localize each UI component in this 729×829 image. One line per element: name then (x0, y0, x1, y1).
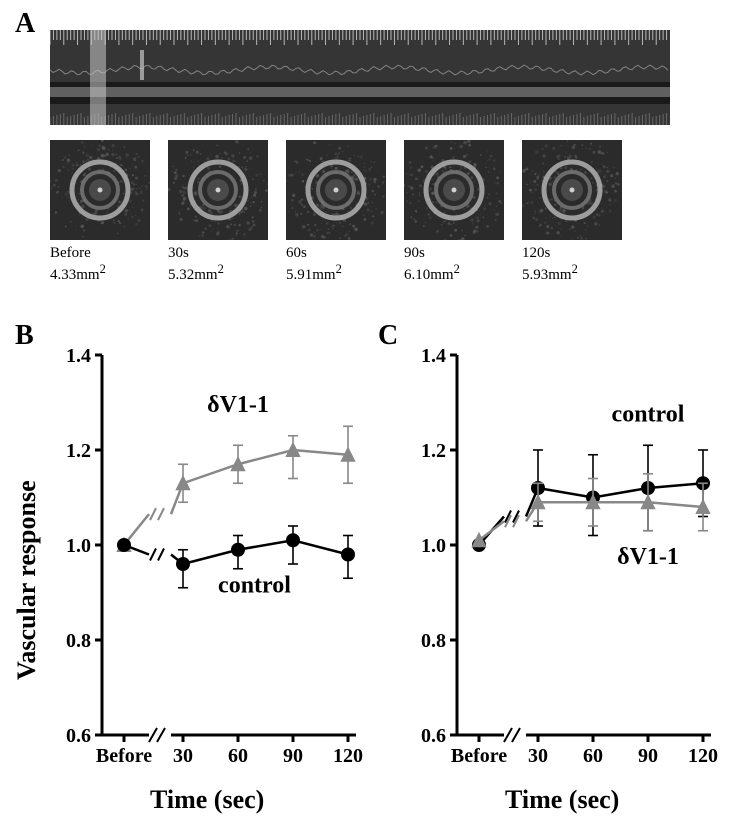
ivus-thumb-1: 30s5.32mm2 (168, 140, 268, 284)
thumb-label-4: 120s5.93mm2 (522, 244, 622, 284)
ivus-thumb-2: 60s5.91mm2 (286, 140, 386, 284)
svg-text:0.6: 0.6 (421, 725, 446, 747)
svg-text:120: 120 (688, 745, 718, 767)
svg-text:1.4: 1.4 (421, 345, 446, 367)
svg-text:control: control (612, 402, 685, 428)
ivus-thumb-3: 90s6.10mm2 (404, 140, 504, 284)
svg-text:1.2: 1.2 (421, 440, 446, 462)
panel-b-chart: 0.6 0.8 1.0 1.2 1.4 Before 30 60 90 120 δV1-1 contr… (40, 325, 370, 795)
svg-text:δV1-1: δV1-1 (207, 392, 269, 418)
svg-text:120: 120 (333, 745, 363, 767)
svg-text:δV1-1: δV1-1 (617, 544, 679, 570)
panel-b-label: B (15, 320, 34, 352)
svg-text:1.0: 1.0 (421, 535, 446, 557)
ivus-thumb-4: 120s5.93mm2 (522, 140, 622, 284)
panel-b-ylabel: Vascular response (12, 480, 42, 680)
svg-text:1.4: 1.4 (66, 345, 91, 367)
svg-text:Before: Before (451, 745, 507, 767)
svg-text:90: 90 (638, 745, 658, 767)
svg-text:30: 30 (528, 745, 548, 767)
panel-c-chart: 0.6 0.8 1.0 1.2 1.4 Before 30 60 90 120 control δV1… (395, 325, 725, 795)
svg-text:Before: Before (96, 745, 152, 767)
svg-text:1.2: 1.2 (66, 440, 91, 462)
svg-text:0.8: 0.8 (66, 630, 91, 652)
panel-c-xlabel: Time (sec) (505, 785, 619, 815)
svg-text:control: control (218, 573, 291, 599)
panel-a-label: A (15, 8, 35, 40)
thumb-label-2: 60s5.91mm2 (286, 244, 386, 284)
panel-a-trace (50, 30, 670, 125)
svg-text:0.6: 0.6 (66, 725, 91, 747)
svg-text:30: 30 (173, 745, 193, 767)
svg-text:1.0: 1.0 (66, 535, 91, 557)
svg-text:90: 90 (283, 745, 303, 767)
svg-text:60: 60 (583, 745, 603, 767)
thumb-label-1: 30s5.32mm2 (168, 244, 268, 284)
svg-text:0.8: 0.8 (421, 630, 446, 652)
thumb-label-3: 90s6.10mm2 (404, 244, 504, 284)
panel-b-xlabel: Time (sec) (150, 785, 264, 815)
svg-text:60: 60 (228, 745, 248, 767)
ivus-thumb-0: Before4.33mm2 (50, 140, 150, 284)
panel-a-thumbs: Before4.33mm2 30s5.32mm2 60s5.91mm2 90s6… (50, 140, 690, 284)
thumb-label-0: Before4.33mm2 (50, 244, 150, 284)
